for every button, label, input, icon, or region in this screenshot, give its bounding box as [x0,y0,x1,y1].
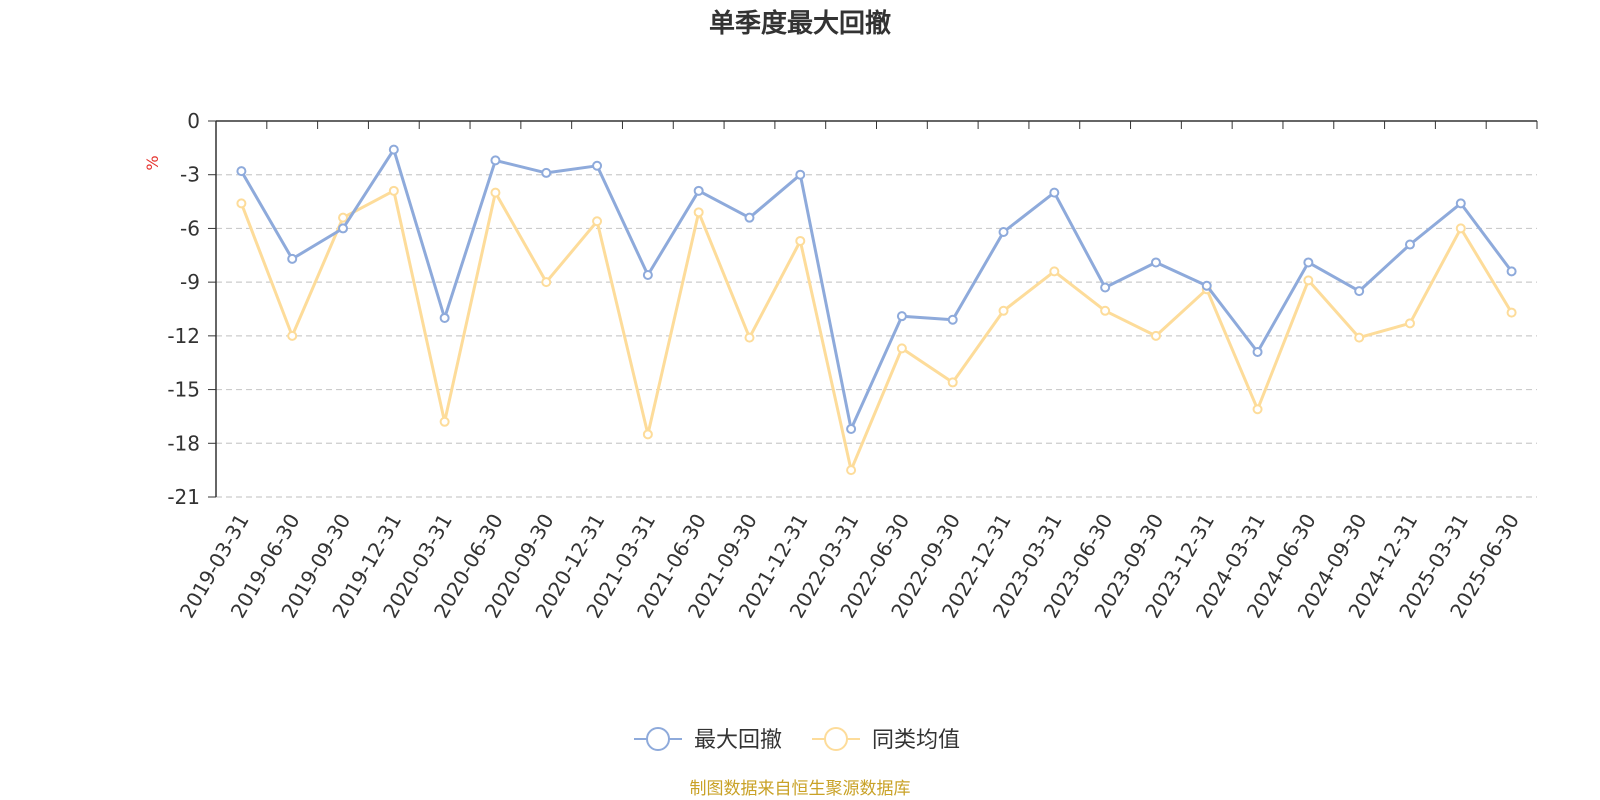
legend[interactable]: 最大回撤 同类均值 [634,727,960,753]
data-point[interactable] [1404,318,1415,329]
data-point[interactable] [1506,266,1517,277]
data-point[interactable] [1150,257,1161,268]
legend-item-1[interactable]: 最大回撤 [634,727,782,753]
data-point[interactable] [998,305,1009,316]
y-tick-label: -9 [180,270,200,294]
data-point[interactable] [846,423,857,434]
data-point[interactable] [998,227,1009,238]
data-point[interactable] [795,169,806,180]
data-point[interactable] [1252,404,1263,415]
data-point[interactable] [541,167,552,178]
data-point[interactable] [1100,305,1111,316]
series-lines [236,144,1517,476]
data-point[interactable] [1303,257,1314,268]
legend-marker-icon [824,727,848,751]
y-tick-label: -15 [167,378,200,402]
y-tick-label: -21 [167,485,200,509]
data-point[interactable] [947,314,958,325]
data-point[interactable] [744,212,755,223]
y-tick-label: -18 [167,431,200,455]
series-1 [236,144,1517,434]
legend-item-2[interactable]: 同类均值 [812,727,960,753]
data-point[interactable] [1354,286,1365,297]
data-point[interactable] [947,377,958,388]
series-2 [236,185,1517,476]
chart-title: 单季度最大回撤 [709,8,891,39]
data-point[interactable] [236,198,247,209]
data-point[interactable] [1100,282,1111,293]
legend-marker-icon [646,727,670,751]
data-point[interactable] [287,330,298,341]
data-point[interactable] [388,144,399,155]
grid-lines [216,174,1537,498]
data-point[interactable] [388,185,399,196]
data-point[interactable] [236,166,247,177]
data-point[interactable] [541,277,552,288]
data-point[interactable] [338,223,349,234]
data-point[interactable] [1455,223,1466,234]
series-line [240,148,1513,431]
data-point[interactable] [439,416,450,427]
data-point[interactable] [338,212,349,223]
data-point[interactable] [1150,330,1161,341]
data-point[interactable] [490,187,501,198]
data-point[interactable] [896,311,907,322]
data-point[interactable] [1201,280,1212,291]
data-point[interactable] [1303,275,1314,286]
y-tick-label: -6 [180,216,200,240]
legend-label: 最大回撤 [694,728,782,753]
data-point[interactable] [1049,266,1060,277]
data-point[interactable] [744,332,755,343]
data-point[interactable] [693,185,704,196]
data-point[interactable] [795,235,806,246]
data-point[interactable] [490,155,501,166]
data-point[interactable] [592,216,603,227]
data-point[interactable] [592,160,603,171]
data-point[interactable] [1404,239,1415,250]
data-point[interactable] [439,312,450,323]
data-point[interactable] [896,343,907,354]
series-line [239,189,1513,472]
data-point[interactable] [1354,332,1365,343]
y-tick-label: -3 [180,163,200,187]
y-tick-label: 0 [187,109,200,133]
source-footnote: 制图数据来自恒生聚源数据库 [690,779,911,799]
axes: 0-3-6-9-12-15-18-212019-03-312019-06-302… [167,109,1538,622]
data-point[interactable] [1506,307,1517,318]
data-point[interactable] [287,253,298,264]
data-point[interactable] [642,429,653,440]
data-point[interactable] [1455,198,1466,209]
data-point[interactable] [846,465,857,476]
y-axis-unit: % [143,155,162,170]
data-point[interactable] [1049,187,1060,198]
legend-label: 同类均值 [872,728,960,753]
y-tick-label: -12 [167,324,200,348]
data-point[interactable] [1252,346,1263,357]
data-point[interactable] [693,207,704,218]
data-point[interactable] [642,269,653,280]
